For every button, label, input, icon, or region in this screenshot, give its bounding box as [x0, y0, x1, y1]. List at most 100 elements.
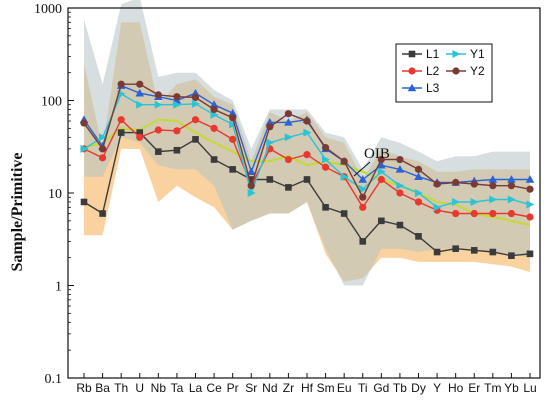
point-Y2-Zr [284, 110, 293, 118]
point-Y1-Dy [414, 189, 423, 197]
point-Y1-Pr [229, 120, 238, 129]
point-Y2-Gd [377, 155, 385, 164]
y-tick-label: 1000 [34, 2, 62, 17]
point-L1-La [192, 136, 199, 143]
point-Y2-Ce [210, 105, 218, 114]
point-Y2-Th [117, 80, 125, 88]
point-L1-Zr [285, 184, 292, 191]
point-L3-Tb [395, 165, 405, 173]
point-Y1-Tm [489, 195, 498, 204]
point-L3-U [135, 88, 145, 97]
point-L3-Pr [228, 108, 237, 117]
oib-annotation-pointer [353, 161, 371, 177]
point-L3-Nd [265, 118, 275, 126]
point-Y2-Y [433, 180, 441, 188]
point-Y2-Eu [340, 157, 348, 165]
legend-label-L2: L2 [426, 64, 440, 78]
point-Y1-Lu [526, 200, 535, 209]
series-lines [79, 80, 535, 259]
x-tick-label-U: U [135, 381, 144, 395]
point-L2-Er [470, 209, 478, 218]
point-Y1-Ho [452, 197, 461, 206]
legend-entry-L3: L3 [402, 81, 440, 95]
point-L1-U [136, 129, 144, 136]
point-Y2-U [136, 80, 144, 88]
legend-label-Y2: Y2 [470, 64, 485, 78]
point-Y2-Tm [489, 182, 497, 190]
point-L2-Yb [507, 209, 516, 218]
legend-marker-Y1 [452, 50, 461, 58]
point-Y2-Sm [321, 143, 330, 152]
point-Y1-La [191, 99, 200, 108]
point-Y1-Y [433, 203, 442, 212]
point-Y2-Ba [98, 145, 107, 153]
point-Y2-Ta [173, 93, 181, 101]
point-L1-Ba [99, 210, 106, 217]
x-tick-label-Dy: Dy [411, 381, 426, 395]
point-Y2-Nb [154, 91, 162, 99]
x-tick-label-Ho: Ho [448, 381, 464, 395]
point-Y2-Yb [507, 182, 516, 190]
oib-annotation: OIB [364, 146, 390, 162]
point-Y1-U [136, 100, 145, 109]
point-L1-Sm [322, 204, 329, 211]
legend-marker-Y2 [452, 67, 460, 75]
point-L2-Th [117, 116, 125, 124]
point-L1-Er [470, 247, 478, 254]
legend-entry-Y1: Y1 [446, 47, 485, 61]
point-Y1-Ti [359, 185, 368, 194]
x-tick-label-Ti: Ti [358, 381, 368, 395]
y-tick-label: 10 [48, 187, 62, 202]
point-Y1-Nb [154, 100, 163, 109]
legend-label-L3: L3 [426, 81, 440, 95]
point-Y1-Eu [340, 172, 349, 181]
point-L1-Y [433, 248, 441, 256]
point-L1-Tb [396, 221, 404, 229]
legend-entry-Y2: Y2 [446, 64, 485, 78]
point-L1-Gd [378, 217, 385, 225]
legend-label-L1: L1 [426, 47, 440, 61]
y-tick-label: 100 [41, 95, 62, 110]
x-tick-label-Y: Y [433, 381, 441, 395]
point-L2-Pr [229, 135, 237, 143]
x-tick-label-Ce: Ce [206, 381, 222, 395]
point-L3-Zr [284, 118, 293, 126]
point-L2-Gd [377, 175, 385, 184]
point-Y2-Dy [414, 165, 423, 173]
axes: 0.1 1 10 100 1000 Rb Ba Th U Nb Ta La Ce Pr Sr Nd Zr Hf Sm… [34, 2, 541, 395]
point-Y1-Er [470, 197, 479, 206]
oib-reference-line [83, 118, 531, 227]
point-L2-Zr [284, 155, 293, 164]
point-L2-Nb [154, 126, 162, 134]
point-Y2-Er [470, 180, 478, 188]
point-L1-Ho [452, 245, 459, 252]
point-L1-Ta [173, 146, 181, 154]
y-tick-label: 0.1 [45, 372, 63, 387]
x-tick-label-Rb: Rb [76, 381, 92, 395]
point-L3-Gd [377, 160, 386, 169]
point-L1-Th [117, 129, 125, 136]
point-L2-Ta [173, 127, 181, 135]
x-tick-label-Sr: Sr [245, 381, 257, 395]
point-L3-Ti [358, 175, 368, 183]
point-Y2-Ho [452, 178, 460, 187]
point-Y1-Ba [98, 133, 107, 142]
point-L3-Sr [246, 167, 256, 175]
legend-label-Y1: Y1 [470, 47, 485, 61]
x-tick-label-Yb: Yb [504, 381, 519, 395]
x-tick-label-Eu: Eu [337, 381, 352, 395]
point-L2-La [191, 116, 200, 124]
point-L1-Nd [266, 176, 274, 183]
x-tick-label-Pr: Pr [227, 381, 239, 395]
point-L1-Tm [489, 248, 497, 256]
point-L3-Dy [414, 172, 423, 181]
x-tick-label-Th: Th [114, 381, 128, 395]
point-L3-Yb [507, 175, 516, 183]
point-L2-Sm [321, 163, 330, 171]
legend-marker-L3 [407, 83, 417, 92]
point-L2-Ce [210, 124, 218, 132]
envelope-bands [84, 0, 530, 286]
x-tick-label-Sm: Sm [317, 381, 335, 395]
point-Y1-Sm [321, 155, 330, 164]
point-L2-Ba [98, 154, 107, 162]
